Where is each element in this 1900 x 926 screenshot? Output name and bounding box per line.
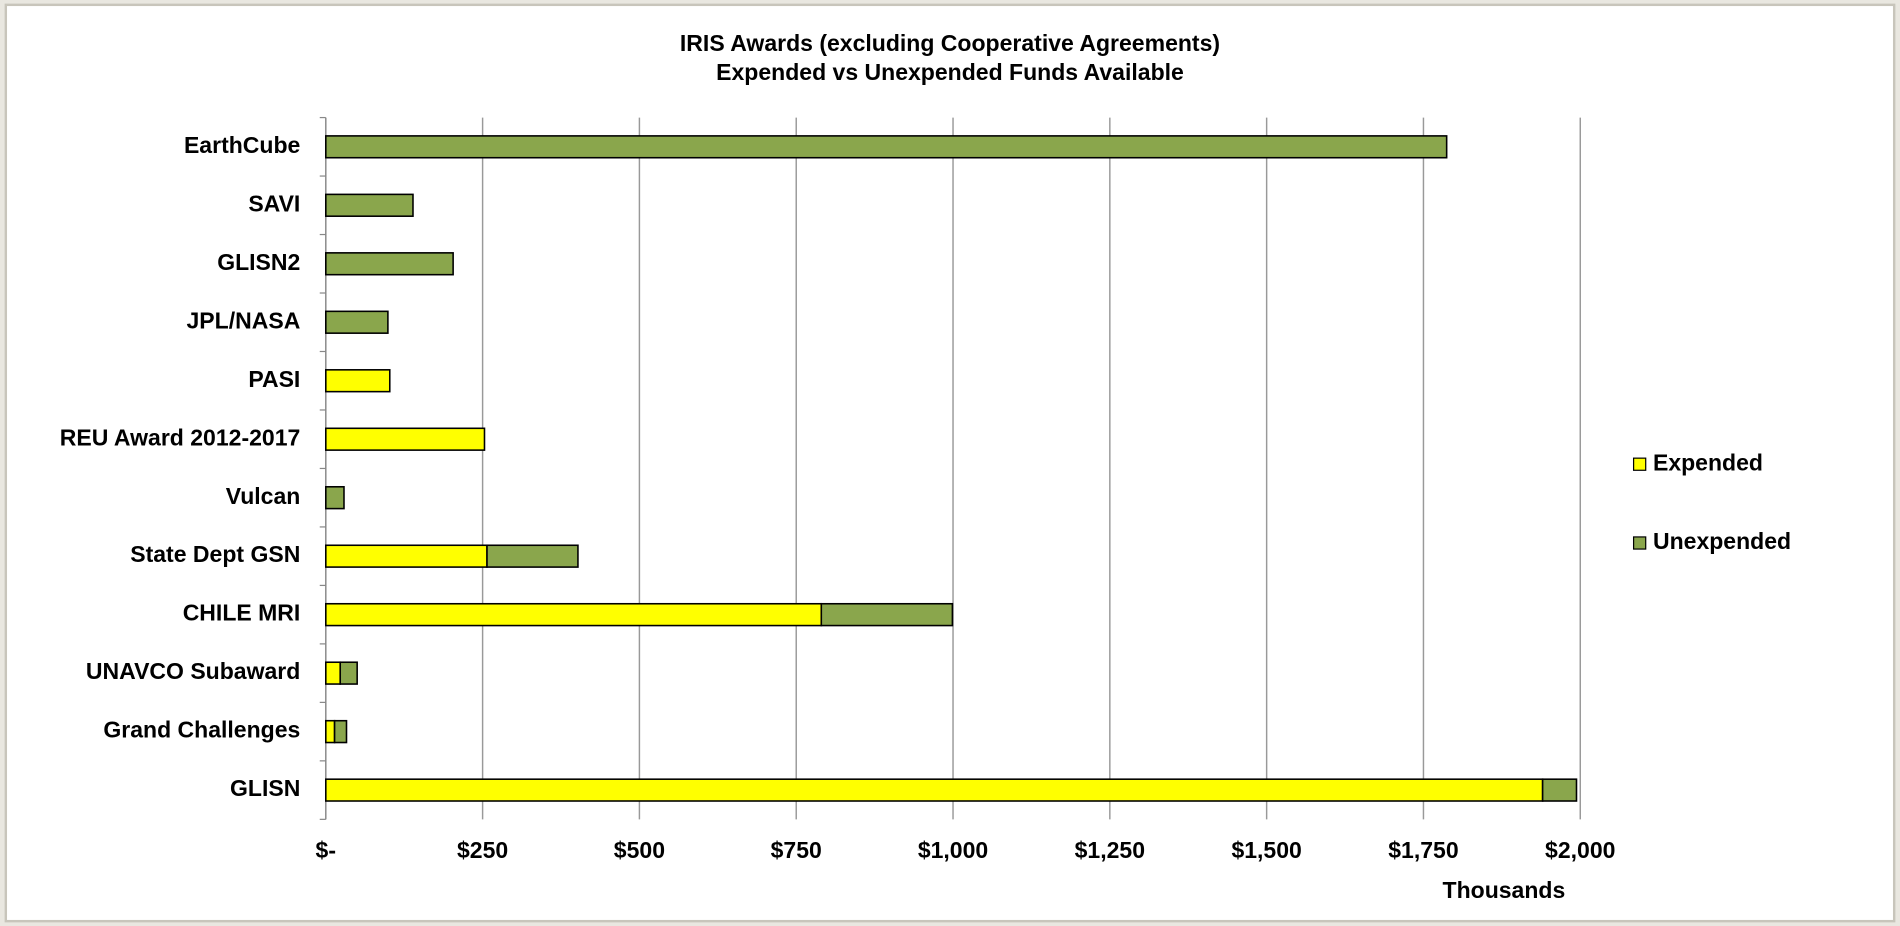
y-tick-label: GLISN2 (217, 249, 300, 275)
y-tick-label: State Dept GSN (130, 541, 300, 567)
chart-subtitle: Expended vs Unexpended Funds Available (716, 59, 1184, 85)
x-tick-label: $1,000 (918, 837, 988, 863)
bar-segment (325, 719, 336, 744)
y-tick-label: EarthCube (184, 132, 301, 158)
x-tick-label: $250 (457, 837, 508, 863)
legend-label: Unexpended (1653, 528, 1791, 554)
bar-segment (325, 602, 823, 627)
bar-segment (325, 427, 486, 451)
bar-segment (339, 661, 358, 685)
bar-segment (325, 193, 414, 217)
bar-segment (325, 369, 391, 393)
legend-swatch (1632, 457, 1647, 471)
chart-title: IRIS Awards (excluding Cooperative Agree… (680, 30, 1220, 56)
x-axis-title: Thousands (1443, 877, 1566, 903)
x-tick-label: $1,750 (1388, 837, 1458, 863)
bar-segment (333, 719, 348, 744)
bar-segment (820, 602, 954, 627)
y-tick-label: UNAVCO Subaward (86, 658, 300, 684)
x-tick-label: $- (316, 837, 336, 863)
y-tick-label: JPL/NASA (187, 307, 301, 333)
x-tick-label: $500 (614, 837, 665, 863)
bar-segment (325, 252, 454, 276)
bar-segment (325, 544, 488, 568)
bar-segment (325, 310, 389, 334)
bar-segment (486, 544, 579, 568)
bar-segment (325, 778, 1544, 802)
bar-segment (1541, 778, 1578, 802)
x-tick-label: $750 (771, 837, 822, 863)
x-tick-label: $2,000 (1545, 837, 1615, 863)
y-tick-label: REU Award 2012-2017 (60, 424, 301, 450)
legend-swatch (1632, 536, 1647, 550)
y-tick-label: Grand Challenges (103, 717, 300, 743)
y-tick-label: SAVI (248, 190, 300, 216)
legend-label: Expended (1653, 449, 1763, 475)
bar-segment (325, 485, 345, 510)
x-tick-label: $1,500 (1231, 837, 1301, 863)
x-tick-label: $1,250 (1075, 837, 1145, 863)
y-tick-label: GLISN (230, 775, 300, 801)
y-tick-label: CHILE MRI (183, 600, 301, 626)
y-tick-label: Vulcan (226, 483, 301, 509)
bar-segment (325, 661, 342, 685)
bar-segment (325, 135, 1448, 159)
y-tick-label: PASI (248, 366, 300, 392)
